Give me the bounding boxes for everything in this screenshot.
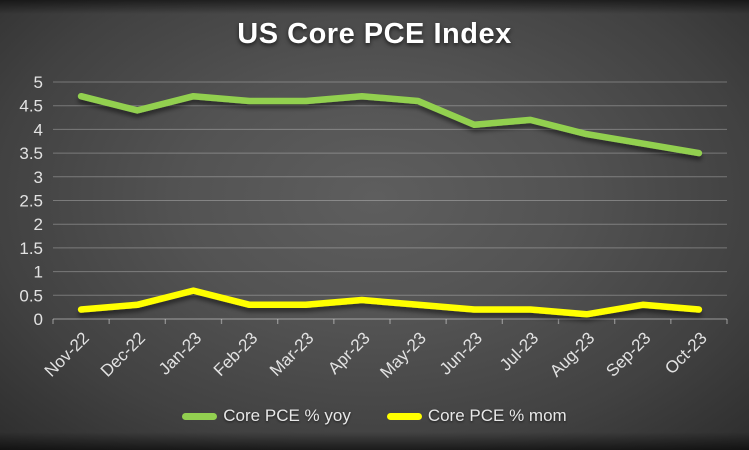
legend-swatch-icon bbox=[386, 412, 422, 420]
x-tick-label: Aug-23 bbox=[546, 328, 598, 380]
y-tick-label: 1.5 bbox=[19, 239, 43, 258]
x-tick-label: Mar-23 bbox=[266, 328, 318, 380]
x-tick-label: Jan-23 bbox=[155, 328, 205, 378]
y-tick-label: 5 bbox=[34, 73, 43, 92]
x-tick-label: Nov-22 bbox=[41, 328, 93, 380]
y-tick-label: 0 bbox=[34, 310, 43, 329]
x-axis-group bbox=[52, 318, 728, 324]
gridlines-group bbox=[53, 81, 727, 296]
series-line-mom bbox=[77, 287, 703, 318]
legend-swatch-icon bbox=[182, 412, 218, 420]
y-tick-label: 2.5 bbox=[19, 192, 43, 211]
chart-legend: Core PCE % yoy Core PCE % mom bbox=[0, 406, 749, 426]
x-axis-labels-group: Nov-22 Dec-22 Jan-23 Feb-23 Mar-23 Apr-23 May-… bbox=[41, 328, 711, 382]
x-tick-label: Feb-23 bbox=[210, 328, 262, 380]
series-line-yoy bbox=[77, 92, 703, 157]
legend-item-yoy: Core PCE % yoy bbox=[182, 406, 351, 426]
y-tick-label: 4 bbox=[34, 120, 43, 139]
x-tick-label: Dec-22 bbox=[97, 328, 149, 380]
y-tick-label: 3.5 bbox=[19, 144, 43, 163]
y-axis-labels-group: 0 0.5 1 1.5 2 2.5 3 3.5 4 4.5 5 bbox=[19, 73, 43, 329]
x-tick-label: May-23 bbox=[376, 328, 430, 382]
x-tick-label: Oct-23 bbox=[661, 328, 711, 378]
y-tick-label: 4.5 bbox=[19, 97, 43, 116]
chart-title: US Core PCE Index bbox=[237, 18, 512, 50]
y-tick-label: 3 bbox=[34, 168, 43, 187]
x-tick-label: Jul-23 bbox=[496, 328, 542, 374]
y-tick-label: 1 bbox=[34, 263, 43, 282]
x-tick-label: Sep-23 bbox=[602, 328, 654, 380]
legend-label: Core PCE % yoy bbox=[223, 406, 351, 425]
y-tick-label: 0.5 bbox=[19, 286, 43, 305]
x-tick-label: Apr-23 bbox=[324, 328, 374, 378]
legend-label: Core PCE % mom bbox=[427, 406, 567, 425]
legend-item-mom: Core PCE % mom bbox=[386, 406, 567, 426]
y-tick-label: 2 bbox=[34, 215, 43, 234]
x-tick-label: Jun-23 bbox=[436, 328, 486, 378]
